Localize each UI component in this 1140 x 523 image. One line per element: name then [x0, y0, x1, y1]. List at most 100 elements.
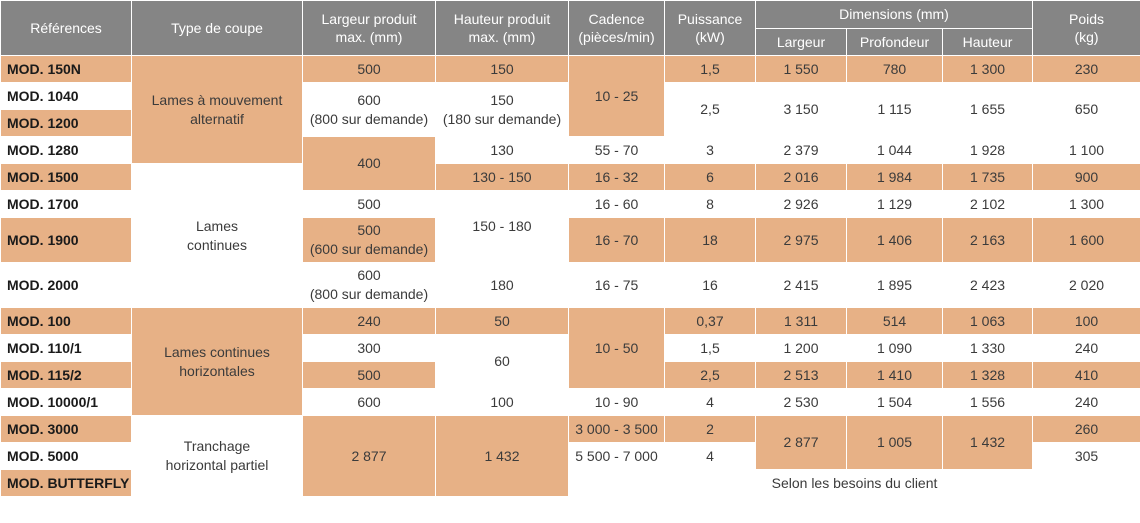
reference-cell: MOD. 1500 [0, 163, 132, 191]
table-row: MOD. 1200 [0, 109, 1140, 137]
reference-cell: MOD. 5000 [0, 442, 132, 470]
puissance-cell: 1,5 [664, 55, 756, 83]
dim-hauteur-cell: 1 328 [941, 361, 1034, 389]
dim-hauteur-cell: 1 735 [941, 163, 1034, 191]
dim-largeur-cell: 2 877 [755, 415, 847, 470]
puissance-cell: 2 [664, 415, 756, 443]
dim-profondeur-cell: 1 005 [846, 415, 943, 470]
header-largeur: Largeur produit max. (mm) [302, 0, 436, 56]
dim-largeur-cell: 2 975 [755, 217, 847, 263]
poids-cell: 410 [1032, 361, 1140, 389]
reference-cell: MOD. 1900 [0, 217, 132, 263]
type-cell: Lames à mouvement alternatif [131, 55, 303, 164]
largeur-cell: 300 [302, 334, 436, 362]
dim-hauteur-cell: 1 432 [941, 415, 1034, 470]
dim-profondeur-cell: 514 [846, 307, 943, 335]
dim-hauteur-cell: 1 300 [941, 55, 1034, 83]
hauteur-cell: 180 [435, 262, 569, 308]
poids-cell: 900 [1032, 163, 1140, 191]
poids-cell: 230 [1032, 55, 1140, 83]
poids-cell: 1 100 [1032, 136, 1140, 164]
dim-hauteur-cell: 1 556 [941, 388, 1034, 416]
specifications-table: Références Type de coupe Largeur produit… [0, 0, 1140, 497]
dim-profondeur-cell: 1 090 [846, 334, 943, 362]
puissance-cell: 16 [664, 262, 756, 308]
puissance-cell: 2,5 [664, 361, 756, 389]
dim-largeur-cell: 2 530 [755, 388, 847, 416]
reference-cell: MOD. 2000 [0, 262, 132, 308]
poids-cell: 240 [1032, 334, 1140, 362]
dim-profondeur-cell: 1 895 [846, 262, 943, 308]
dim-hauteur-cell: 1 063 [941, 307, 1034, 335]
reference-cell: MOD. 1200 [0, 109, 132, 137]
hauteur-cell: 150 - 180 [435, 190, 569, 263]
header-dimensions: Dimensions (mm) [754, 0, 1034, 29]
hauteur-cell: 130 - 150 [435, 163, 569, 191]
table-row: MOD. 10000/1 600 100 10 - 90 4 2 530 1 5… [0, 388, 1140, 416]
reference-cell: MOD. 150N [0, 55, 132, 83]
dim-largeur-cell: 2 379 [755, 136, 847, 164]
largeur-cell: 500 [302, 190, 436, 218]
header-dim-largeur: Largeur [755, 27, 847, 56]
table-row: MOD. 1040 600 (800 sur demande) 150 (180 s… [0, 82, 1140, 137]
table-row: MOD. 1900 500 (600 sur demande) 16 - 70 1… [0, 217, 1140, 263]
dim-largeur-cell: 1 200 [755, 334, 847, 362]
largeur-cell: 500 (600 sur demande) [302, 217, 436, 263]
header-cadence: Cadence (pièces/min) [568, 0, 665, 56]
reference-cell: MOD. 1700 [0, 190, 132, 218]
poids-cell: 240 [1032, 388, 1140, 416]
butterfly-note: Selon les besoins du client [567, 469, 1140, 497]
dim-profondeur-cell: 1 504 [846, 388, 943, 416]
hauteur-cell: 50 [435, 307, 569, 335]
puissance-cell: 1,5 [664, 334, 756, 362]
cadence-cell: 3 000 - 3 500 [568, 415, 665, 443]
largeur-cell: 600 (800 sur demande) [302, 82, 436, 137]
largeur-cell: 2 877 [302, 415, 436, 497]
reference-cell: MOD. 10000/1 [0, 388, 132, 416]
header-hauteur: Hauteur produit max. (mm) [435, 0, 569, 56]
table-row: MOD. 110/1 300 60 1,5 1 200 1 090 1 330 … [0, 334, 1140, 389]
dim-profondeur-cell: 1 984 [846, 163, 943, 191]
reference-cell: MOD. 115/2 [0, 361, 132, 389]
largeur-cell: 400 [302, 136, 436, 191]
cadence-cell: 16 - 70 [568, 217, 665, 263]
dim-largeur-cell: 3 150 [755, 82, 847, 137]
hauteur-cell: 130 [435, 136, 569, 164]
hauteur-cell: 60 [435, 334, 569, 389]
cadence-cell: 10 - 90 [568, 388, 665, 416]
reference-cell: MOD. 110/1 [0, 334, 132, 362]
reference-cell: MOD. 3000 [0, 415, 132, 443]
dim-largeur-cell: 2 016 [755, 163, 847, 191]
poids-cell: 1 600 [1032, 217, 1140, 263]
dim-hauteur-cell: 2 423 [941, 262, 1034, 308]
dim-hauteur-cell: 1 655 [941, 82, 1034, 137]
poids-cell: 650 [1032, 82, 1140, 137]
puissance-cell: 6 [664, 163, 756, 191]
cadence-cell: 5 500 - 7 000 [568, 442, 665, 470]
dim-profondeur-cell: 1 129 [846, 190, 943, 218]
dim-largeur-cell: 2 415 [755, 262, 847, 308]
type-cell: Tranchage horizontal partiel [131, 415, 303, 497]
reference-cell: MOD. 100 [0, 307, 132, 335]
type-cell: Lames continues [131, 163, 303, 308]
dim-profondeur-cell: 780 [846, 55, 943, 83]
cadence-cell: 10 - 50 [568, 307, 665, 389]
largeur-cell: 600 [302, 388, 436, 416]
largeur-cell: 600 (800 sur demande) [302, 262, 436, 308]
largeur-cell: 500 [302, 55, 436, 83]
hauteur-cell: 100 [435, 388, 569, 416]
dim-largeur-cell: 1 311 [755, 307, 847, 335]
reference-cell: MOD. 1040 [0, 82, 132, 110]
cadence-cell: 16 - 32 [568, 163, 665, 191]
reference-cell: MOD. BUTTERFLY [0, 469, 132, 497]
dim-largeur-cell: 2 926 [755, 190, 847, 218]
poids-cell: 260 [1032, 415, 1140, 443]
table-row: MOD. 1280 400 130 55 - 70 3 2 379 1 044 … [0, 136, 1140, 191]
dim-largeur-cell: 2 513 [755, 361, 847, 389]
dim-hauteur-cell: 2 163 [941, 217, 1034, 263]
hauteur-cell: 150 [435, 55, 569, 83]
dim-profondeur-cell: 1 115 [846, 82, 943, 137]
dim-largeur-cell: 1 550 [755, 55, 847, 83]
hauteur-cell: 1 432 [435, 415, 569, 497]
header-puissance: Puissance (kW) [664, 0, 756, 56]
